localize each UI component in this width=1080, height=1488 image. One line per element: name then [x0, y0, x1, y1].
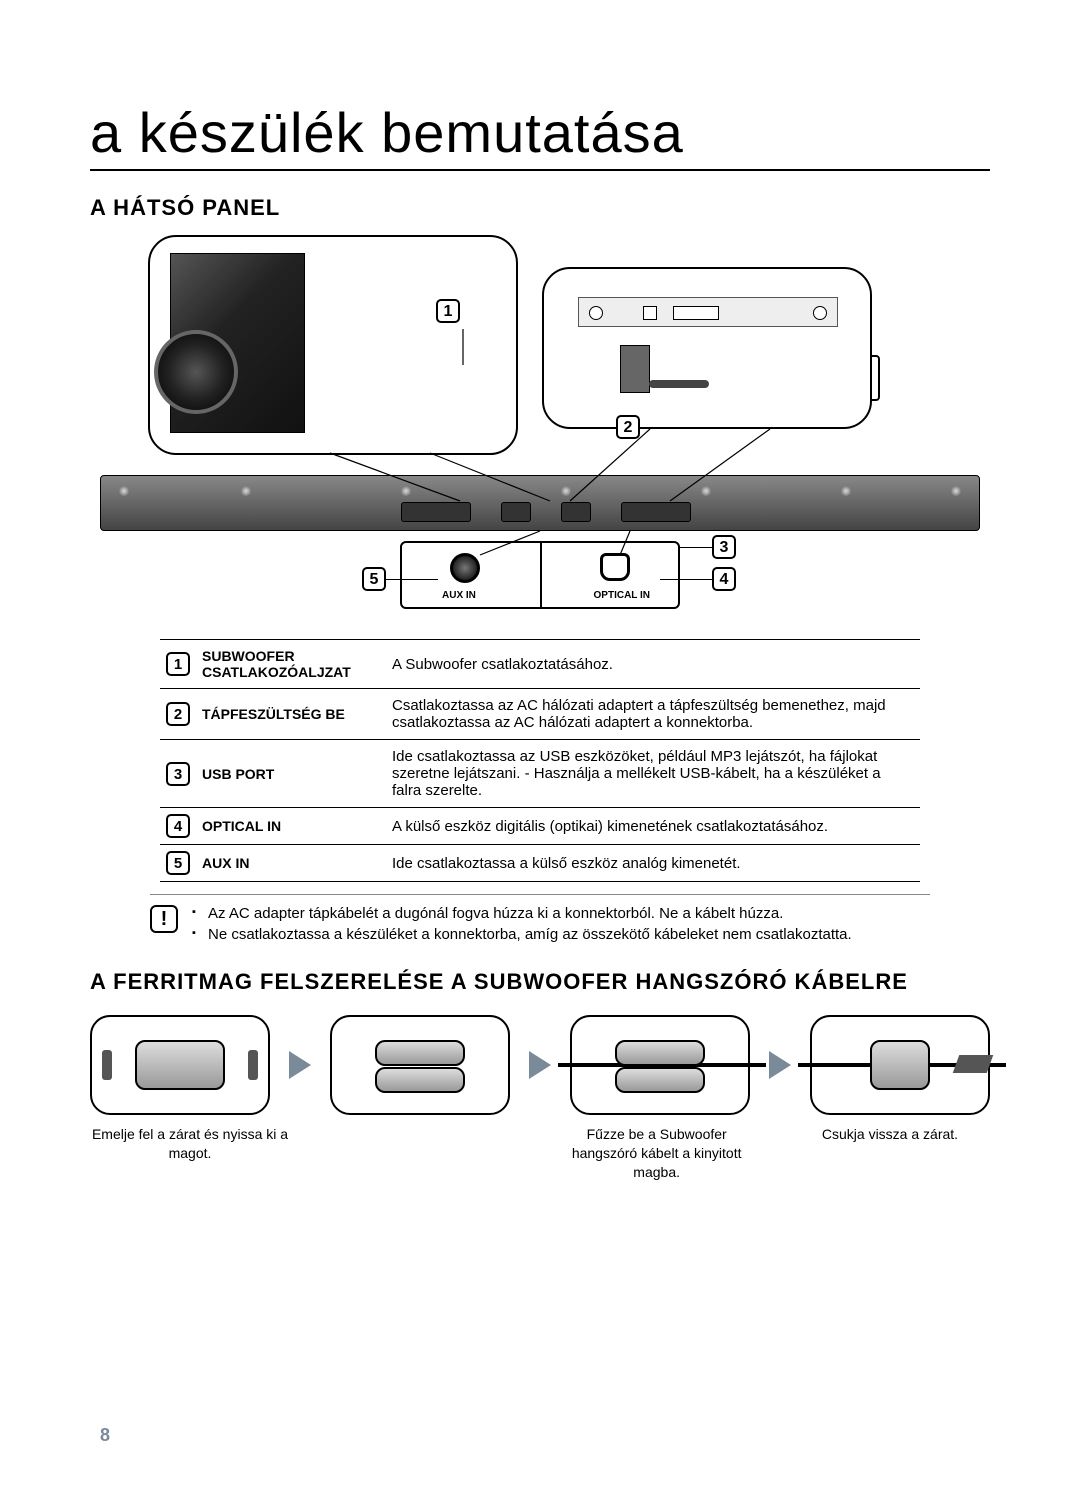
num-box: 4 [166, 814, 190, 838]
ferrit-caption-4: Csukja vissza a zárat. [790, 1125, 990, 1182]
table-row: 5 AUX IN Ide csatlakoztassa a külső eszk… [160, 845, 920, 882]
page-number: 8 [100, 1425, 110, 1446]
arrow-icon [529, 1051, 551, 1079]
ferrit-caption-1: Emelje fel a zárat és nyissa ki a magot. [90, 1125, 290, 1182]
section-title-rear-panel: A HÁTSÓ PANEL [90, 195, 990, 221]
optical-jack [600, 553, 630, 581]
ferrit-step-4 [810, 1015, 990, 1115]
num-box: 1 [166, 652, 190, 676]
caution-icon: ! [150, 905, 178, 933]
table-row: 3 USB PORT Ide csatlakoztassa az USB esz… [160, 740, 920, 808]
section-title-ferrit: A FERRITMAG FELSZERELÉSE A SUBWOOFER HAN… [90, 969, 990, 995]
rear-panel-diagram: 1 2 AUX IN OPTICAL IN 3 4 5 [130, 235, 950, 625]
callout-5: 5 [362, 567, 386, 591]
num-box: 5 [166, 851, 190, 875]
notice-block: ! Az AC adapter tápkábelét a dugónál fog… [150, 894, 930, 947]
subwoofer-driver [154, 330, 238, 414]
ferrit-caption-3: Fűzze be a Subwoofer hangszóró kábelt a … [557, 1125, 757, 1182]
connection-table: 1 SUBWOOFER CSATLAKOZÓALJZAT A Subwoofer… [160, 639, 920, 882]
notice-item: Az AC adapter tápkábelét a dugónál fogva… [192, 905, 852, 922]
aux-label: AUX IN [442, 590, 476, 601]
optical-label: OPTICAL IN [594, 590, 650, 601]
num-box: 3 [166, 762, 190, 786]
conn-desc: A külső eszköz digitális (optikai) kimen… [382, 808, 920, 845]
conn-desc: A Subwoofer csatlakoztatásához. [382, 640, 920, 689]
callout-1: 1 [436, 299, 460, 323]
conn-name: USB PORT [192, 740, 382, 808]
soundbar-illustration [100, 475, 980, 531]
conn-name: SUBWOOFER CSATLAKOZÓALJZAT [192, 640, 382, 689]
conn-name: OPTICAL IN [192, 808, 382, 845]
table-row: 2 TÁPFESZÜLTSÉG BE Csatlakoztassa az AC … [160, 689, 920, 740]
conn-desc: Csatlakoztassa az AC hálózati adaptert a… [382, 689, 920, 740]
ferrit-caption-row: Emelje fel a zárat és nyissa ki a magot.… [90, 1125, 990, 1182]
ferrit-step-3 [570, 1015, 750, 1115]
callout-4: 4 [712, 567, 736, 591]
table-row: 1 SUBWOOFER CSATLAKOZÓALJZAT A Subwoofer… [160, 640, 920, 689]
callout-3: 3 [712, 535, 736, 559]
power-plug-illustration [620, 345, 650, 393]
arrow-icon [769, 1051, 791, 1079]
ferrit-step-2 [330, 1015, 510, 1115]
aux-jack [450, 553, 480, 583]
ferrit-step-1 [90, 1015, 270, 1115]
conn-name: TÁPFESZÜLTSÉG BE [192, 689, 382, 740]
arrow-icon [289, 1051, 311, 1079]
soundbar-port-strip [578, 297, 838, 327]
conn-name: AUX IN [192, 845, 382, 882]
page-title: a készülék bemutatása [90, 100, 990, 171]
ferrit-caption-2 [323, 1125, 523, 1182]
conn-desc: Ide csatlakoztassa az USB eszközöket, pé… [382, 740, 920, 808]
table-row: 4 OPTICAL IN A külső eszköz digitális (o… [160, 808, 920, 845]
ferrit-figure-row [90, 1015, 990, 1115]
num-box: 2 [166, 702, 190, 726]
conn-desc: Ide csatlakoztassa a külső eszköz analóg… [382, 845, 920, 882]
callout-2: 2 [616, 415, 640, 439]
notice-item: Ne csatlakoztassa a készüléket a konnekt… [192, 926, 852, 943]
connector-detail: AUX IN OPTICAL IN [400, 541, 680, 609]
soundbar-detail-frame [542, 267, 872, 429]
